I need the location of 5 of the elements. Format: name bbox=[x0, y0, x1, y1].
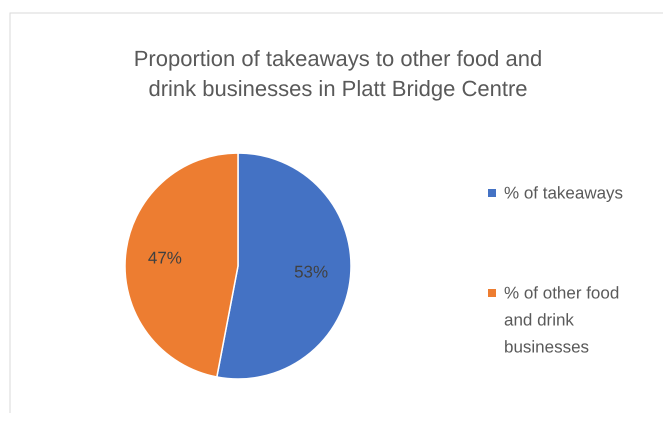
data-label: 47% bbox=[148, 248, 182, 268]
data-label: 53% bbox=[294, 262, 328, 282]
legend-label: % of takeaways bbox=[504, 183, 624, 202]
legend-label: % of other food and drink businesses bbox=[504, 283, 620, 356]
chart-title: Proportion of takeaways to other food and drink businesses in Platt Bridge Centre bbox=[134, 46, 542, 101]
